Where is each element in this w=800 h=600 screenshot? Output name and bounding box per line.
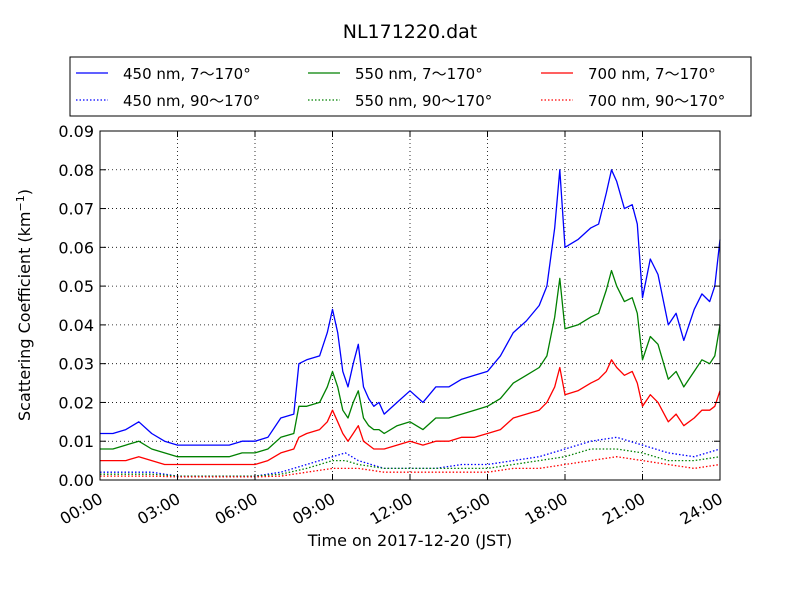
legend-label-0: 450 nm, 7～170° (123, 65, 251, 83)
x-tick-label: 24:00 (677, 489, 726, 529)
x-tick-label: 18:00 (522, 489, 571, 529)
legend-label-5: 700 nm, 90～170° (588, 92, 725, 110)
y-axis-label-close: ) (15, 189, 34, 195)
x-tick-label: 03:00 (134, 489, 183, 529)
y-tick-label: 0.02 (58, 393, 94, 412)
y-tick-label: 0.09 (58, 122, 94, 141)
y-tick-label: 0.01 (58, 432, 94, 451)
legend-label-3: 450 nm, 90～170° (123, 92, 260, 110)
legend-label-2: 700 nm, 7～170° (588, 65, 716, 83)
legend-label-1: 550 nm, 7～170° (355, 65, 483, 83)
y-axis-label-main: Scattering Coefficient (km (15, 211, 34, 421)
y-tick-label: 0.08 (58, 161, 94, 180)
series-line-0 (100, 169, 721, 446)
x-tick-label: 15:00 (444, 489, 493, 529)
y-axis-label: Scattering Coefficient (km−1) (14, 189, 34, 421)
x-tick-label: 12:00 (367, 489, 416, 529)
y-tick-label: 0.05 (58, 277, 94, 296)
series-line-5 (100, 456, 721, 478)
legend-box (69, 56, 752, 117)
x-axis-label: Time on 2017-12-20 (JST) (307, 531, 512, 550)
x-tick-label: 06:00 (212, 489, 261, 529)
x-tick-label: 21:00 (599, 489, 648, 529)
y-tick-label: 0.03 (58, 355, 94, 374)
series-line-2 (100, 359, 721, 466)
x-tick-label: 09:00 (289, 489, 338, 529)
series-line-3 (100, 436, 721, 477)
series-line-4 (100, 448, 721, 477)
chart-title: NL171220.dat (343, 21, 478, 43)
series-line-1 (100, 269, 721, 458)
y-axis-label-sup: −1 (14, 195, 27, 211)
y-tick-label: 0.07 (58, 200, 94, 219)
legend: 450 nm, 7～170° 550 nm, 7～170° 700 nm, 7～17… (69, 56, 752, 117)
y-tick-label: 0.06 (58, 238, 94, 257)
x-tick-label: 00:00 (57, 489, 106, 529)
series-group (100, 169, 721, 478)
legend-label-4: 550 nm, 90～170° (355, 92, 492, 110)
y-tick-label: 0.00 (58, 471, 94, 490)
grid (99, 130, 721, 481)
y-tick-label: 0.04 (58, 316, 94, 335)
